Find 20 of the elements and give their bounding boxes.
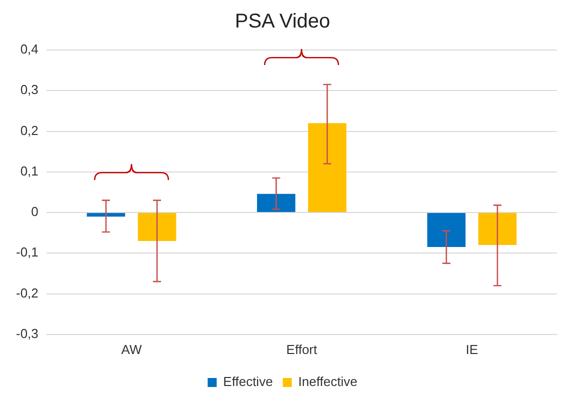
y-tick-label: 0,2 xyxy=(20,122,38,138)
legend-label: Effective xyxy=(223,374,273,390)
x-tick-label: Effort xyxy=(286,342,318,357)
y-tick-label: -0,3 xyxy=(16,326,38,341)
bar xyxy=(86,213,126,217)
bar xyxy=(138,213,176,241)
bar xyxy=(478,213,517,246)
y-tick-label: -0,1 xyxy=(16,244,38,260)
x-tick-label: AW xyxy=(121,342,142,357)
bar xyxy=(308,123,346,212)
y-tick-label: 0 xyxy=(31,204,38,220)
y-tick-label: -0,2 xyxy=(16,285,38,300)
bar xyxy=(427,213,466,248)
legend-label: Ineffective xyxy=(298,374,358,390)
y-tick-label: 0,3 xyxy=(20,82,38,98)
y-tick-label: 0,4 xyxy=(20,42,38,57)
bar xyxy=(257,194,296,212)
chart-title: PSA Video xyxy=(234,10,330,33)
y-tick-label: 0,1 xyxy=(20,163,38,178)
x-tick-label: IE xyxy=(466,342,478,357)
